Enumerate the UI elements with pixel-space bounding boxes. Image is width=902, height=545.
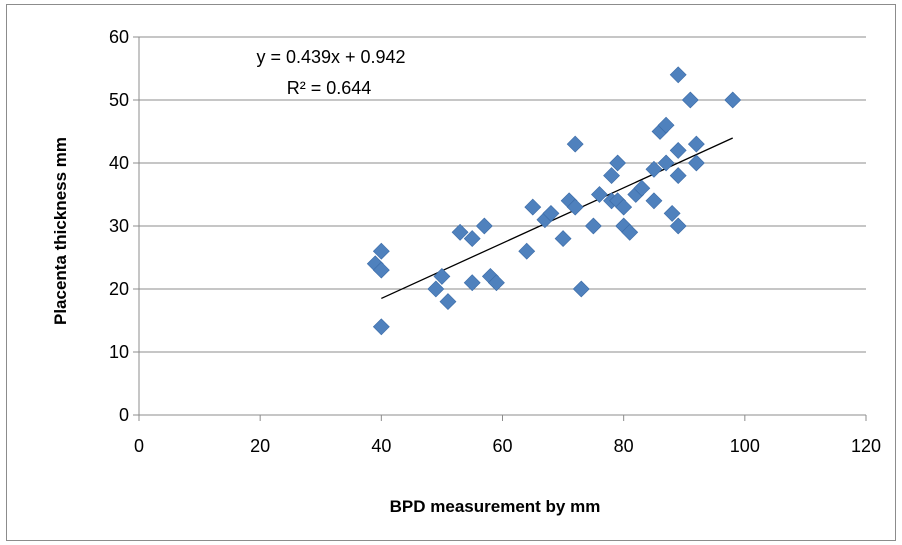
data-point [524, 198, 542, 216]
data-point [657, 154, 675, 172]
data-point [463, 274, 481, 292]
x-tick-label-60: 60 [492, 436, 512, 456]
data-point [372, 242, 390, 260]
data-point [615, 198, 633, 216]
data-point [451, 223, 469, 241]
x-tick-label-20: 20 [250, 436, 270, 456]
data-point [584, 217, 602, 235]
x-tick-labels: 0 20 40 60 80 100 120 [134, 436, 881, 456]
data-point [566, 135, 584, 153]
data-point [724, 91, 742, 109]
data-point [669, 141, 687, 159]
chart-frame: 0 10 20 30 40 50 60 0 20 40 60 80 100 120 y = 0.439x… [6, 4, 896, 541]
r-squared-label: R² = 0.644 [287, 78, 372, 98]
data-point [669, 217, 687, 235]
data-point [687, 154, 705, 172]
data-points [366, 66, 742, 336]
data-point [609, 154, 627, 172]
data-point [669, 66, 687, 84]
data-point [566, 198, 584, 216]
axes [133, 36, 867, 421]
data-point [572, 280, 590, 298]
data-point [433, 267, 451, 285]
data-point [475, 217, 493, 235]
y-tick-label-30: 30 [109, 216, 129, 236]
scatter-chart: 0 10 20 30 40 50 60 0 20 40 60 80 100 120 y = 0.439x… [51, 27, 881, 516]
data-point [603, 167, 620, 185]
data-point [663, 204, 681, 222]
data-point [681, 91, 699, 109]
y-tick-label-60: 60 [109, 27, 129, 47]
y-tick-label-40: 40 [109, 153, 129, 173]
data-point [542, 204, 560, 222]
data-point [372, 261, 390, 279]
y-axis-title: Placenta thickness mm [51, 137, 70, 325]
data-point [518, 242, 536, 260]
data-point [645, 160, 663, 178]
y-tick-label-20: 20 [109, 279, 129, 299]
y-tick-label-50: 50 [109, 90, 129, 110]
x-tick-label-80: 80 [614, 436, 634, 456]
data-point [372, 318, 390, 336]
data-point [427, 280, 445, 298]
data-point [669, 167, 687, 185]
data-point [463, 230, 481, 248]
data-point [488, 274, 505, 292]
y-tick-label-10: 10 [109, 342, 129, 362]
data-point [633, 179, 651, 197]
trendline-equation: y = 0.439x + 0.942 [256, 47, 405, 67]
data-point [645, 192, 663, 210]
trendline-group [381, 137, 733, 300]
data-point [621, 223, 639, 241]
y-tick-labels: 0 10 20 30 40 50 60 [109, 27, 129, 425]
x-tick-label-0: 0 [134, 436, 144, 456]
y-tick-label-0: 0 [119, 405, 129, 425]
data-point [657, 116, 675, 134]
x-tick-label-100: 100 [730, 436, 760, 456]
data-point [439, 293, 457, 311]
x-tick-label-120: 120 [851, 436, 881, 456]
x-tick-label-40: 40 [371, 436, 391, 456]
trendline [381, 137, 733, 300]
x-axis-title: BPD measurement by mm [390, 497, 601, 516]
data-point [687, 135, 705, 153]
data-point [554, 230, 572, 248]
gridlines [139, 36, 866, 353]
data-point [591, 186, 608, 203]
